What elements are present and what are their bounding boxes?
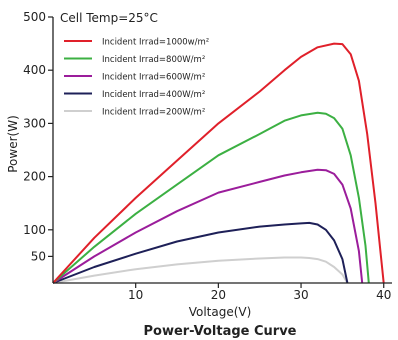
series-line-1 — [52, 42, 385, 284]
y-tick-label: 100 — [23, 223, 46, 237]
legend-label-1: Incident Irrad=1000w/m² — [102, 38, 209, 48]
series-line-5 — [52, 256, 349, 284]
cell-temp-annotation: Cell Temp=25°C — [60, 11, 158, 25]
series-line-4 — [52, 221, 349, 284]
x-tick-label: 20 — [211, 288, 226, 302]
legend: Incident Irrad=1000w/m² Incident Irrad=80… — [64, 38, 209, 118]
series-line-2 — [52, 111, 370, 284]
series-line-3 — [52, 168, 364, 284]
chart-title: Power-Voltage Curve — [143, 324, 296, 339]
x-tick-label: 40 — [376, 288, 391, 302]
y-tick-label: 300 — [23, 116, 46, 130]
x-tick-label: 30 — [293, 288, 308, 302]
y-tick-label: 500 — [23, 10, 46, 24]
x-axis-label: Voltage(V) — [189, 305, 252, 319]
y-tick-label: 400 — [23, 63, 46, 77]
legend-label-4: Incident Irrad=400W/m² — [102, 90, 205, 100]
legend-label-3: Incident Irrad=600W/m² — [102, 73, 205, 83]
plot-area — [52, 42, 385, 284]
y-tick-label: 50 — [31, 249, 46, 263]
axes: 50 100 200 300 400 500 10 20 30 40 — [23, 10, 392, 302]
legend-label-2: Incident Irrad=800W/m² — [102, 55, 205, 65]
x-tick-label: 10 — [128, 288, 143, 302]
y-axis-label: Power(W) — [6, 115, 20, 173]
legend-label-5: Incident Irrad=200W/m² — [102, 108, 205, 118]
y-tick-label: 200 — [23, 170, 46, 184]
